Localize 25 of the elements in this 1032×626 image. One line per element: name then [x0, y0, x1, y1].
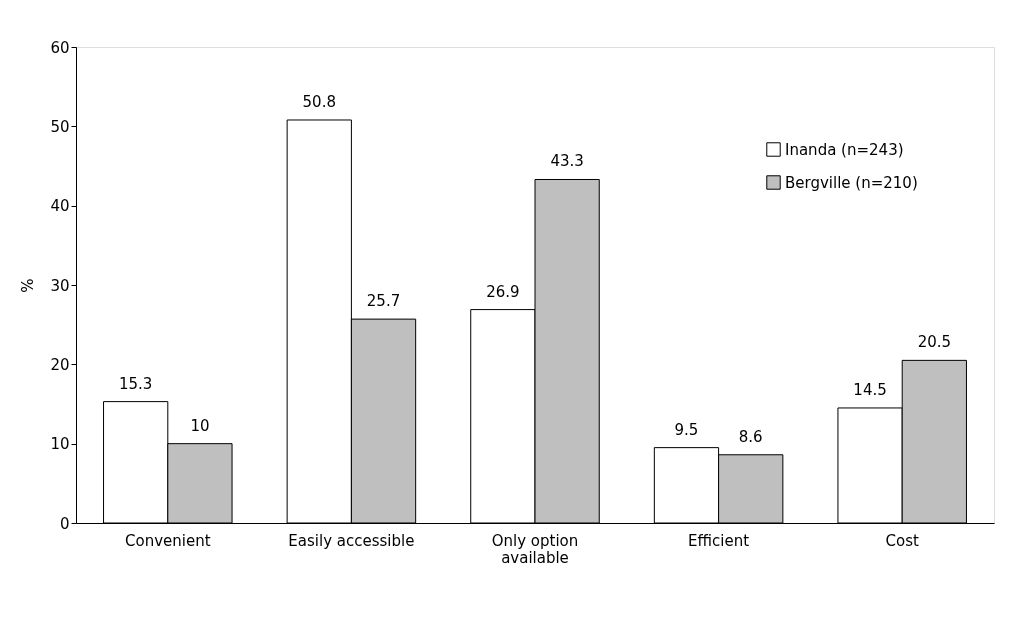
data-label: 9.5 [674, 420, 699, 439]
data-label: 25.7 [366, 292, 401, 311]
legend-label: Inanda (n=243) [785, 140, 904, 159]
data-label: 20.5 [917, 333, 952, 352]
data-label: 8.6 [738, 427, 763, 446]
x-tick-label: Efficient [688, 531, 750, 550]
data-label: 50.8 [302, 92, 336, 111]
data-label: 26.9 [486, 282, 520, 301]
y-tick-label: 60 [50, 38, 70, 57]
x-tick-label: Convenient [125, 531, 211, 550]
data-label: 10 [190, 416, 210, 435]
y-tick-label: 40 [50, 197, 70, 216]
legend-label: Bergville (n=210) [785, 173, 918, 192]
x-tick-label: Only option available [491, 531, 579, 567]
y-tick-label: 10 [50, 435, 70, 454]
data-label: 15.3 [118, 374, 153, 393]
y-tick-label: 0 [59, 514, 70, 533]
x-tick-label: Cost [885, 531, 919, 550]
x-tick-label: Easily accessible [288, 531, 415, 550]
y-tick-label: 20 [50, 355, 70, 374]
data-label: 43.3 [550, 152, 584, 171]
y-tick-label: 50 [50, 117, 70, 136]
y-tick-label: 30 [50, 276, 70, 295]
data-label: 14.5 [853, 380, 887, 399]
y-axis-title: % [19, 278, 38, 293]
